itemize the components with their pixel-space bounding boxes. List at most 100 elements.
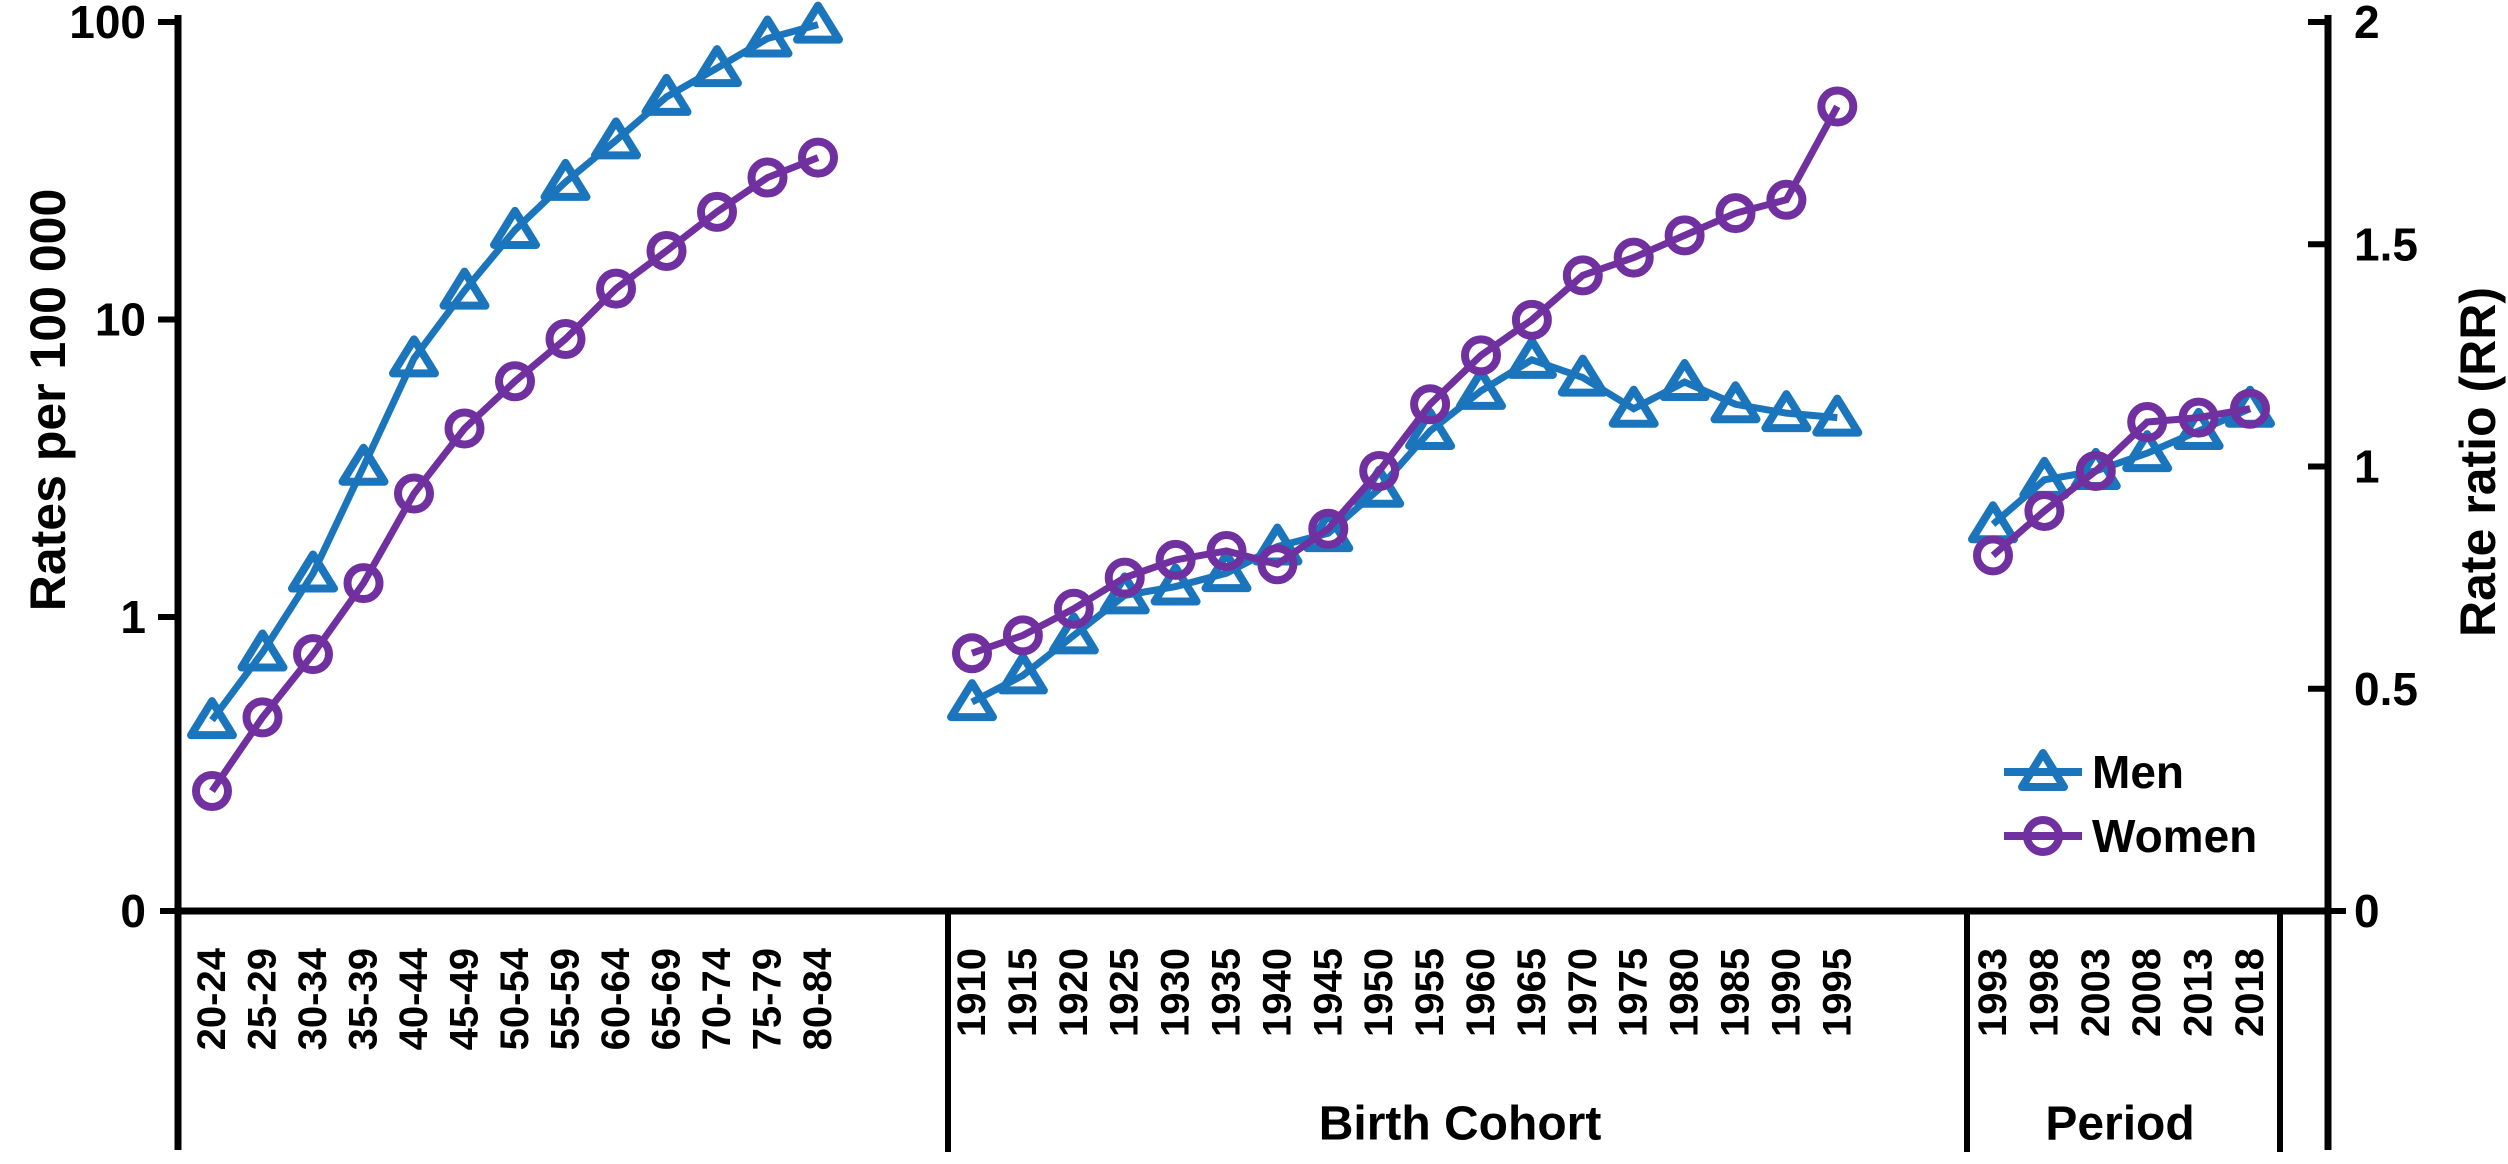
women-data-point-marker [747, 157, 788, 198]
series-line-women [1990, 405, 2251, 559]
women-data-point-marker [1664, 215, 1705, 256]
women-data-point-marker [1359, 450, 1400, 491]
x-tick-label: 35-39 [342, 948, 386, 1050]
men-triangle-marker-icon [2004, 749, 2082, 791]
period-panel-title: Period [2045, 1097, 2195, 1151]
women-data-point-marker [545, 318, 586, 359]
left-axis-title: Rates per 100 000 [20, 188, 76, 612]
women-data-point-marker [495, 361, 535, 402]
men-data-point-marker [1557, 354, 1608, 397]
women-data-point-marker [952, 633, 992, 674]
series-line-women [970, 104, 1841, 657]
men-data-point-marker [997, 652, 1048, 695]
left-axis-tick-label: 100 [69, 0, 146, 48]
men-data-point-marker [540, 158, 591, 201]
x-tick-label: 50-54 [493, 947, 537, 1050]
women-data-point-marker [394, 473, 434, 514]
women-circle-marker-icon [2004, 816, 2082, 856]
x-tick-label: 70-74 [695, 947, 739, 1050]
x-tick-label: 1935 [1205, 948, 1249, 1037]
women-data-point-marker [1206, 530, 1247, 571]
x-tick-label: 1955 [1408, 948, 1452, 1037]
x-tick-label: 2018 [2228, 948, 2272, 1037]
women-data-point-marker [1002, 615, 1043, 656]
x-tick-label: 1993 [1971, 948, 2015, 1037]
women-data-point-marker [1104, 557, 1145, 598]
x-tick-label: 1980 [1663, 948, 1707, 1037]
x-tick-label: 1990 [1764, 948, 1808, 1037]
legend-label-women: Women [2092, 810, 2258, 862]
x-tick-label: 2003 [2074, 948, 2118, 1037]
men-data-point-marker [1659, 359, 1710, 402]
women-data-point-marker [646, 230, 687, 271]
men-data-point-marker [439, 267, 490, 310]
men-data-point-marker [1456, 367, 1506, 410]
women-data-point-marker [1053, 588, 1094, 629]
women-data-point-marker [2230, 388, 2270, 429]
women-data-point-marker [798, 137, 838, 178]
legend-item-men: Men [2002, 745, 2257, 799]
women-data-point-marker [2075, 450, 2116, 491]
women-data-point-marker [343, 563, 384, 604]
left-axis-tick-label: 10 [95, 294, 146, 346]
series-line-men [970, 355, 1838, 706]
x-tick-label: 1940 [1255, 948, 1299, 1037]
x-tick-label: 1930 [1154, 948, 1198, 1037]
right-axis-tick-label: 0.5 [2354, 663, 2418, 715]
men-data-point-marker [1150, 563, 1201, 606]
men-data-point-marker [692, 45, 742, 88]
x-tick-label: 2008 [2125, 948, 2169, 1037]
x-tick-label: 20-24 [190, 947, 234, 1050]
right-axis-title: Rate ratio (RR) [2450, 286, 2506, 638]
women-data-point-marker [1511, 299, 1552, 340]
x-tick-label: 1925 [1103, 948, 1147, 1037]
x-tick-label: 1945 [1306, 948, 1350, 1037]
men-data-point-marker [389, 335, 439, 378]
men-data-point-marker [1710, 381, 1761, 424]
women-data-point-marker [1715, 193, 1756, 234]
men-data-point-marker [1048, 612, 1099, 655]
birth-cohort-panel-title: Birth Cohort [1318, 1097, 1602, 1151]
men-data-point-marker [591, 117, 641, 160]
men-data-point-marker [947, 679, 997, 722]
legend: Men Women [2002, 745, 2257, 863]
x-tick-label: 1950 [1357, 948, 1401, 1037]
women-data-point-marker [242, 697, 283, 738]
women-data-point-marker [1973, 535, 2013, 576]
right-axis-tick-label: 2 [2354, 0, 2380, 48]
x-tick-label: 1998 [2022, 948, 2066, 1037]
x-tick-label: 1920 [1052, 948, 1096, 1037]
right-axis-tick-label: 1.5 [2354, 218, 2418, 270]
right-axis-tick-label: 0 [2354, 885, 2380, 937]
men-data-point-marker [288, 550, 338, 593]
left-axis-tick-label: 0 [120, 885, 146, 937]
x-tick-label: 55-59 [544, 948, 588, 1050]
men-data-point-marker [1201, 550, 1252, 593]
women-data-point-marker [293, 634, 333, 675]
men-data-point-marker [1812, 394, 1863, 437]
legend-label-men: Men [2092, 746, 2184, 798]
men-data-point-marker [490, 206, 540, 249]
x-tick-label: 2013 [2177, 948, 2221, 1037]
men-data-point-marker [338, 443, 389, 486]
x-tick-label: 1910 [950, 948, 994, 1037]
legend-item-women: Women [2002, 809, 2257, 863]
men-data-point-marker [1608, 385, 1659, 428]
x-tick-label: 1970 [1561, 948, 1605, 1037]
women-data-point-marker [192, 771, 232, 812]
women-data-point-marker [1613, 237, 1654, 278]
x-tick-label: 30-34 [291, 947, 335, 1050]
x-tick-label: 65-69 [645, 948, 689, 1050]
women-data-point-marker [1410, 384, 1451, 425]
right-axis-tick-label: 1 [2354, 441, 2380, 493]
x-tick-label: 1985 [1714, 948, 1758, 1037]
men-data-point-marker [793, 1, 843, 44]
series-line-men [209, 21, 819, 723]
women-data-point-marker [2127, 402, 2168, 443]
women-data-point-marker [1562, 255, 1603, 296]
x-tick-label: 1975 [1612, 948, 1656, 1037]
x-tick-label: 60-64 [594, 947, 638, 1050]
men-data-point-marker [2122, 430, 2173, 473]
